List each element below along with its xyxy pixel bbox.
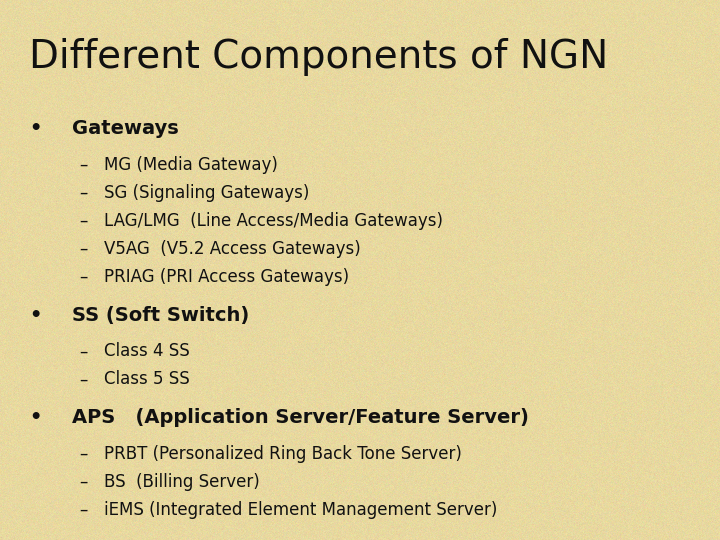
Text: V5AG  (V5.2 Access Gateways): V5AG (V5.2 Access Gateways) bbox=[104, 240, 361, 258]
Text: PRBT (Personalized Ring Back Tone Server): PRBT (Personalized Ring Back Tone Server… bbox=[104, 445, 462, 463]
Text: BS  (Billing Server): BS (Billing Server) bbox=[104, 473, 260, 491]
Text: PRIAG (PRI Access Gateways): PRIAG (PRI Access Gateways) bbox=[104, 268, 349, 286]
Text: Different Components of NGN: Different Components of NGN bbox=[29, 38, 608, 76]
Text: –: – bbox=[79, 212, 88, 230]
Text: MG (Media Gateway): MG (Media Gateway) bbox=[104, 156, 278, 173]
Text: SS (Soft Switch): SS (Soft Switch) bbox=[72, 306, 249, 325]
Text: Class 5 SS: Class 5 SS bbox=[104, 370, 190, 388]
Text: •: • bbox=[29, 408, 41, 427]
Text: Class 4 SS: Class 4 SS bbox=[104, 342, 190, 360]
Text: –: – bbox=[79, 445, 88, 463]
Text: •: • bbox=[29, 306, 41, 325]
Text: SG (Signaling Gateways): SG (Signaling Gateways) bbox=[104, 184, 310, 201]
Text: –: – bbox=[79, 156, 88, 173]
Text: –: – bbox=[79, 268, 88, 286]
Text: –: – bbox=[79, 342, 88, 360]
Text: LAG/LMG  (Line Access/Media Gateways): LAG/LMG (Line Access/Media Gateways) bbox=[104, 212, 444, 230]
Text: •: • bbox=[29, 119, 41, 138]
Text: –: – bbox=[79, 240, 88, 258]
Text: iEMS (Integrated Element Management Server): iEMS (Integrated Element Management Serv… bbox=[104, 501, 498, 519]
Text: –: – bbox=[79, 184, 88, 201]
Text: Gateways: Gateways bbox=[72, 119, 179, 138]
Text: –: – bbox=[79, 501, 88, 519]
Text: –: – bbox=[79, 473, 88, 491]
Text: APS   (Application Server/Feature Server): APS (Application Server/Feature Server) bbox=[72, 408, 529, 427]
Text: –: – bbox=[79, 370, 88, 388]
